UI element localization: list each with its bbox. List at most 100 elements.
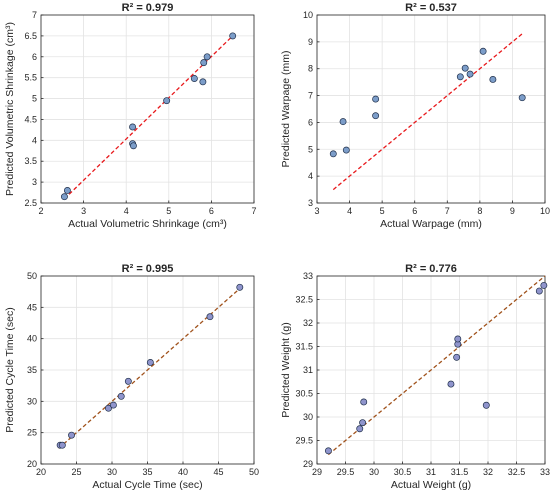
data-point [109,401,117,409]
x-tick-label: 45 [213,467,223,477]
chart-panel-2: 3 4 5 6 7 8 9 10 3 4 5 6 7 8 9 10 R² = 0.537 Actual Warpa… [280,2,550,230]
x-tick-label: 9 [510,206,515,216]
y-tick-label: 9 [308,37,313,47]
x-axis-label: Actual Volumetric Shrinkage (cm³) [68,218,227,230]
x-tick-label: 30.5 [394,467,412,477]
plot-frame [40,14,255,204]
y-axis-label: Predicted Weight (g) [280,322,292,418]
fit-line [58,288,241,449]
data-point [359,419,367,427]
y-tick-label: 45 [27,302,37,312]
y-tick-label: 4 [308,171,313,181]
y-tick-label: 32.5 [295,295,313,305]
data-point [129,142,137,150]
plot-frame [316,14,546,204]
x-tick-label: 6 [412,206,417,216]
x-tick-label: 5 [380,206,385,216]
data-point [60,193,68,201]
x-tick-label: 8 [477,206,482,216]
y-tick-label: 32 [303,318,313,328]
data-point [236,283,244,291]
data-point [129,123,137,131]
x-axis-label: Actual Warpage (mm) [380,218,482,230]
x-tick-label: 32.5 [508,467,526,477]
x-tick-label: 4 [347,206,352,216]
x-tick-label: 31.5 [451,467,469,477]
x-tick-label: 7 [445,206,450,216]
y-tick-label: 5 [32,94,37,104]
chart-title: R² = 0.979 [122,2,174,14]
x-tick-label: 4 [124,206,129,216]
x-tick-label: 10 [540,206,550,216]
fit-line [332,33,523,191]
data-point [339,118,347,126]
y-tick-label: 6.5 [24,31,37,41]
data-point [190,75,198,82]
y-axis-label: Predicted Volumetric Shrinkage (cm³) [4,22,16,196]
data-point [540,281,548,289]
data-point [489,76,497,83]
y-tick-label: 20 [27,459,37,469]
x-tick-label: 2 [38,206,43,216]
data-point [229,32,237,40]
y-tick-label: 35 [27,365,37,375]
data-point [447,380,455,388]
x-tick-label: 50 [249,467,259,477]
data-point [117,392,125,400]
y-tick-label: 3 [32,177,37,187]
data-point [68,431,75,439]
x-tick-label: 32 [483,467,493,477]
data-point [466,70,474,78]
data-point [203,53,211,61]
y-tick-label: 40 [27,334,37,344]
y-tick-label: 7 [32,10,37,20]
y-tick-label: 10 [303,10,313,20]
y-axis-label: Predicted Cycle Time (sec) [4,307,16,432]
x-tick-label: 29.5 [337,467,355,477]
x-axis-label: Actual Weight (g) [391,479,471,490]
chart-panel-3: 20 25 30 35 40 45 50 20 25 30 35 40 45 50 R² = 0.995 Ac… [4,263,259,490]
data-point [206,313,214,321]
fit-line [63,35,234,200]
y-tick-label: 8 [308,64,313,74]
y-tick-label: 6 [308,117,313,127]
y-tick-label: 31 [303,365,313,375]
data-point [329,150,337,158]
chart-title: R² = 0.537 [405,2,457,14]
x-tick-label: 3 [314,206,319,216]
y-tick-label: 33 [303,271,313,281]
data-point [453,353,461,361]
y-tick-label: 29.5 [295,436,313,446]
y-axis-label: Predicted Warpage (mm) [280,51,292,168]
data-point [104,404,112,412]
data-point [146,359,154,366]
data-point [456,73,464,81]
data-point [63,187,71,194]
data-point [324,447,332,455]
y-tick-label: 29 [303,459,313,469]
y-tick-label: 5.5 [24,73,37,83]
y-tick-label: 6 [32,52,37,62]
x-tick-label: 30 [369,467,379,477]
x-tick-label: 35 [142,467,152,477]
x-tick-label: 5 [166,206,171,216]
y-tick-label: 7 [308,91,313,101]
data-point [342,146,350,154]
x-tick-label: 7 [251,206,256,216]
data-point [360,398,368,406]
y-tick-label: 4.5 [24,114,37,124]
data-point [199,78,207,86]
chart-title: R² = 0.995 [122,263,174,275]
data-point [461,64,469,72]
x-axis-label: Actual Cycle Time (sec) [92,479,202,490]
data-point [124,377,132,385]
data-point [479,47,487,55]
y-tick-label: 30.5 [295,389,313,399]
x-tick-label: 29 [312,467,322,477]
data-point [454,335,462,343]
y-tick-label: 5 [308,144,313,154]
data-point [163,97,171,105]
y-tick-label: 3 [308,198,313,208]
x-tick-label: 20 [36,467,46,477]
